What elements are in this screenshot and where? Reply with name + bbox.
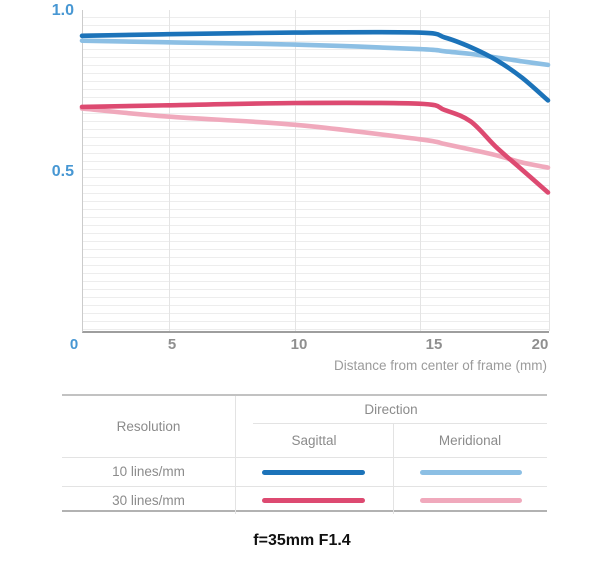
x-tick-10: 10: [290, 336, 308, 353]
row-label-30-lines: 30 lines/mm: [112, 492, 185, 508]
curve-30lines-sagittal: [79, 100, 551, 195]
curve-30lines-meridional: [79, 106, 551, 170]
mtf-curves: [79, 29, 551, 195]
y-tick-0.5: 0.5: [51, 163, 74, 180]
meridional-header: Meridional: [438, 432, 502, 448]
swatch-30lines-sagittal: [262, 498, 365, 503]
x-tick-20: 20: [531, 336, 549, 353]
curve-10lines-meridional: [79, 38, 551, 68]
legend-table: Resolution Direction Sagittal Meridional…: [62, 394, 547, 514]
x-tick-0: 0: [69, 336, 79, 353]
direction-underline: [253, 423, 547, 424]
table-column-divider-2: [393, 423, 394, 514]
x-axis-caption: Distance from center of frame (mm): [333, 358, 547, 373]
swatch-10lines-meridional: [420, 470, 522, 475]
vertical-gridline-5: [169, 10, 170, 331]
table-column-divider-1: [235, 396, 236, 514]
mtf-chart: 1.0 0.5 0 5 10 15 20 Distance from cente…: [51, 2, 551, 373]
vertical-gridline-20: [549, 10, 550, 331]
x-tick-15: 15: [425, 336, 443, 353]
x-tick-5: 5: [167, 336, 177, 353]
swatch-10lines-sagittal: [262, 470, 365, 475]
chart-title: f=35mm F1.4: [253, 532, 351, 549]
resolution-header: Resolution: [116, 419, 181, 434]
y-tick-1.0: 1.0: [51, 2, 74, 19]
row-label-10-lines: 10 lines/mm: [112, 464, 185, 479]
curve-10lines-sagittal: [79, 29, 551, 103]
plot-area: [82, 10, 550, 333]
vertical-gridline-10: [295, 10, 296, 331]
direction-header: Direction: [364, 402, 418, 417]
sagittal-header: Sagittal: [291, 432, 337, 448]
table-divider-2: [62, 486, 547, 487]
swatch-30lines-meridional: [420, 498, 522, 503]
table-divider-1: [62, 457, 547, 458]
vertical-gridline-15: [420, 10, 421, 331]
